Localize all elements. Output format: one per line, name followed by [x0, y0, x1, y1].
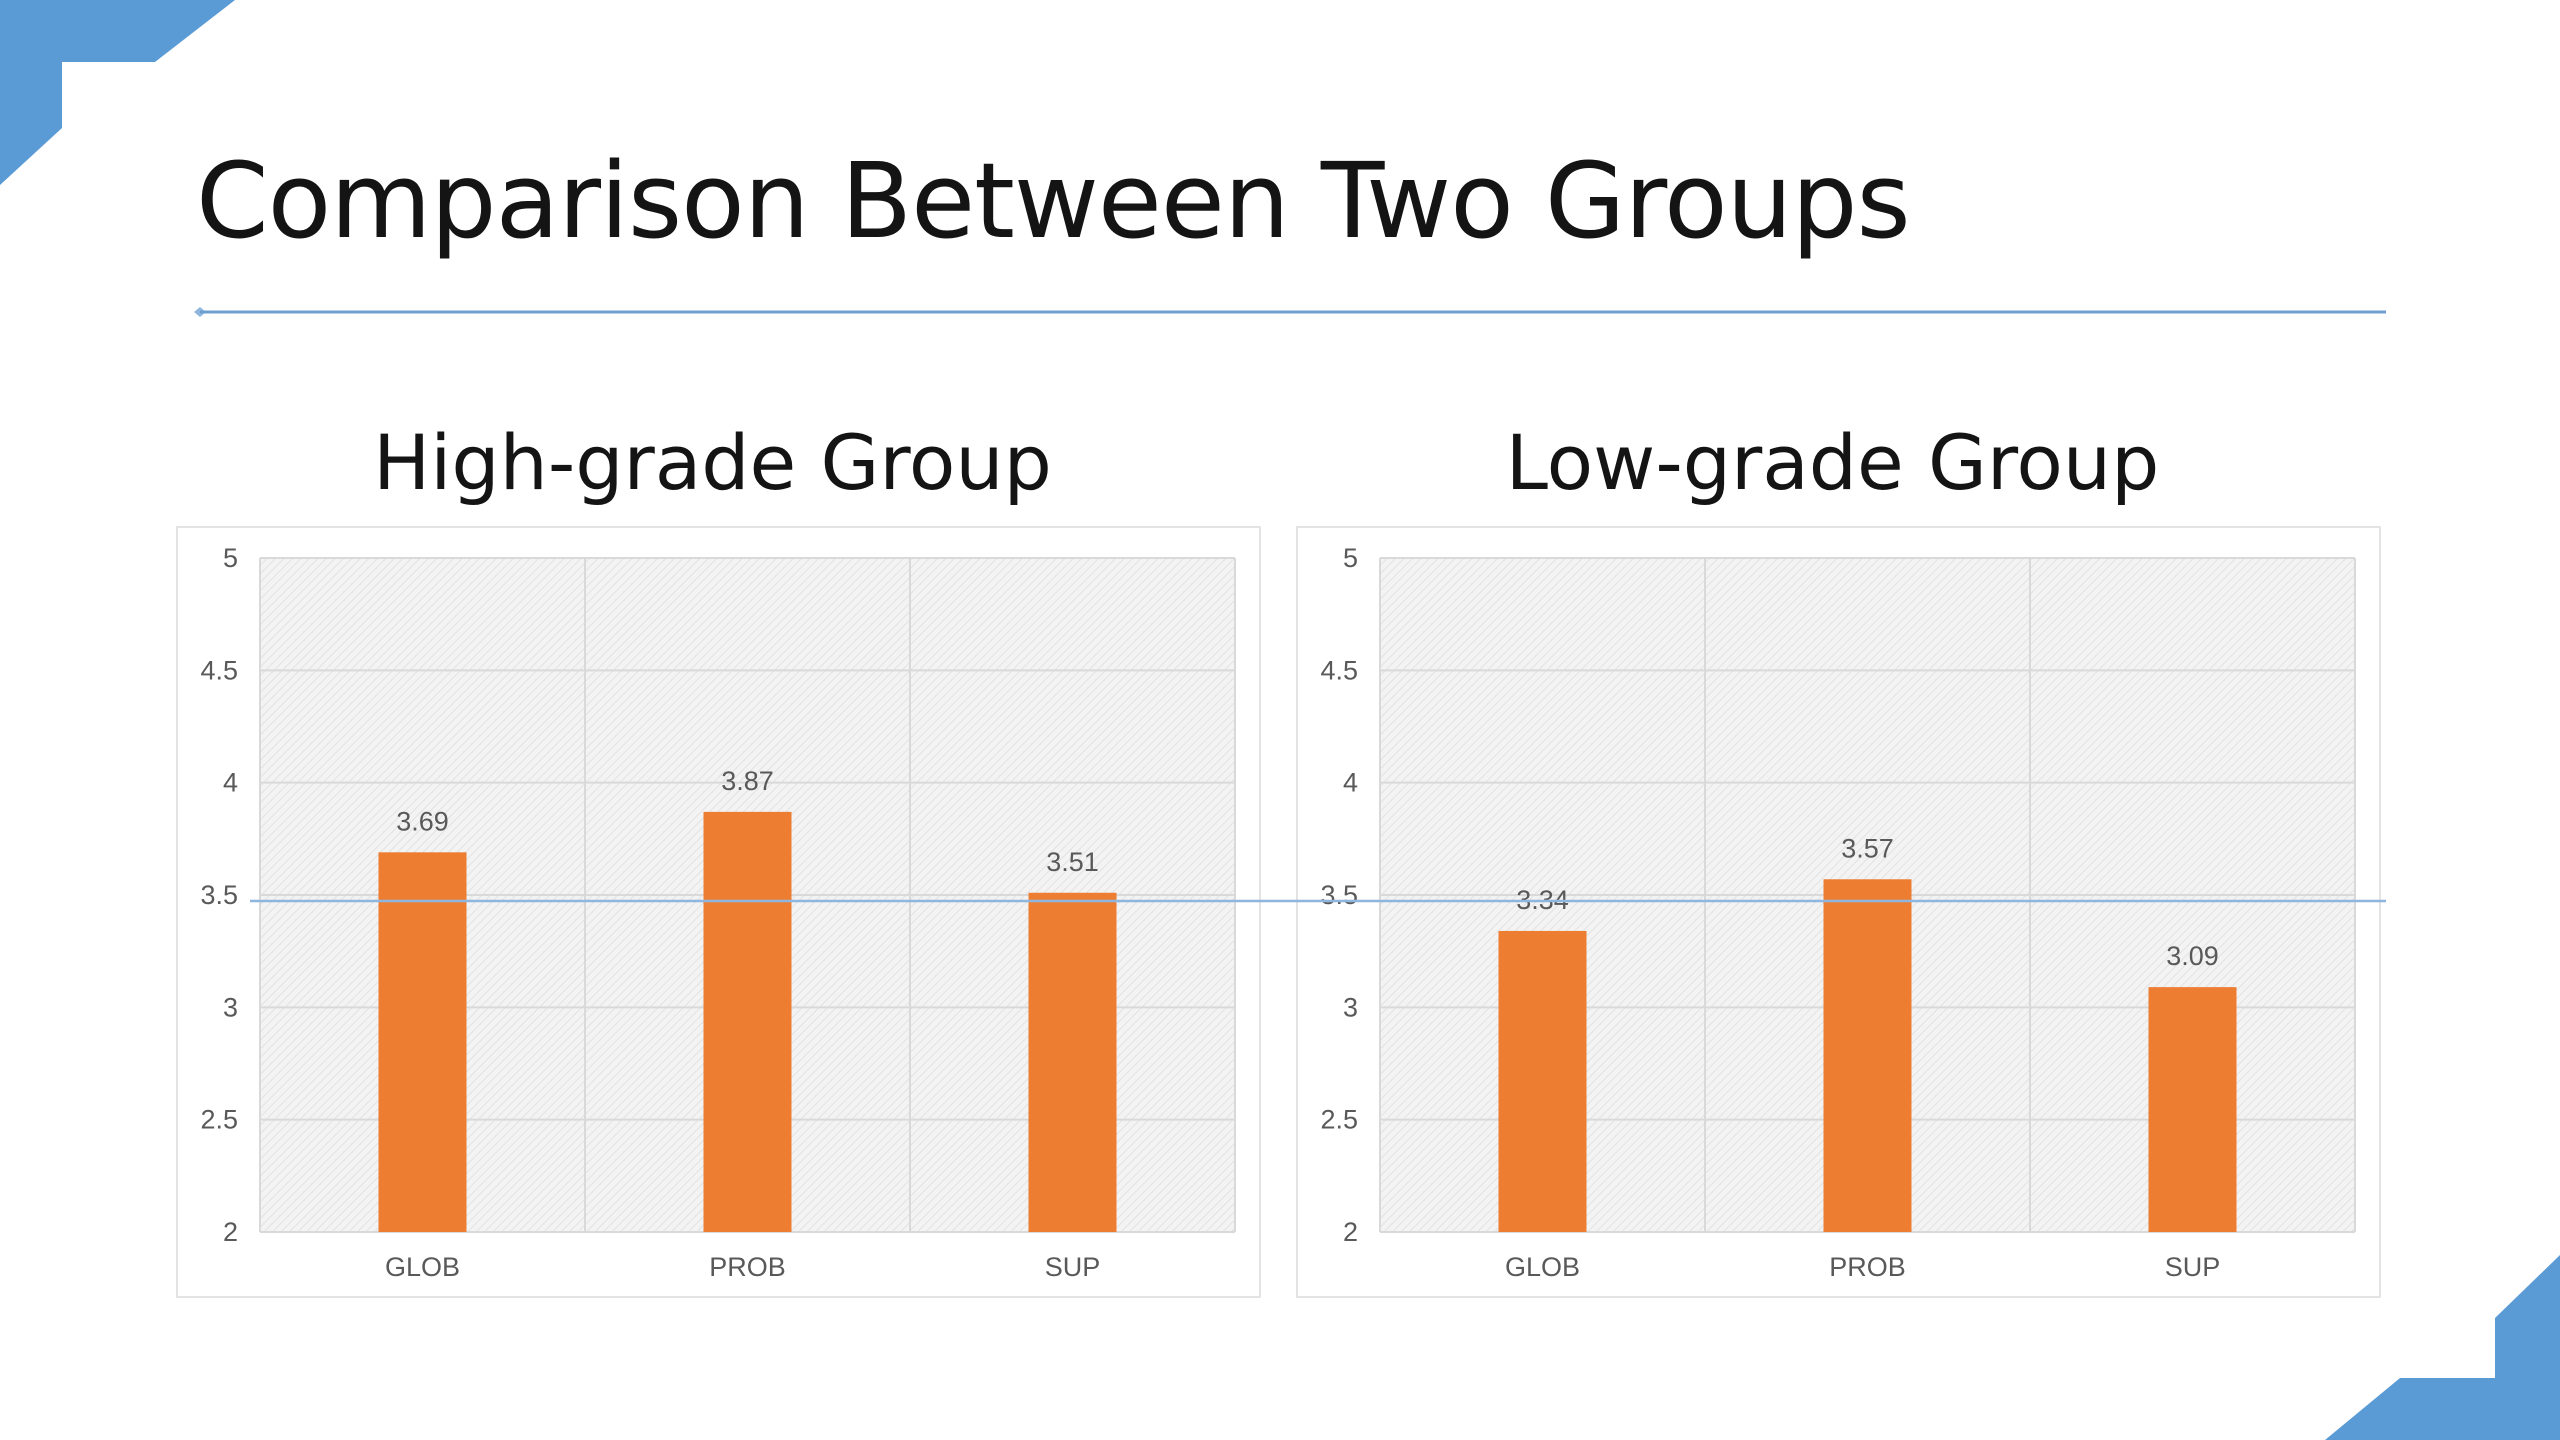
low-x-tick-label: SUP — [2165, 1252, 2221, 1282]
high-bar-sup — [1028, 892, 1117, 1232]
high-bar-prob — [703, 811, 792, 1232]
high-y-tick-label: 3 — [223, 992, 238, 1022]
low-y-tick-label: 5 — [1343, 543, 1358, 573]
high-y-tick-label: 3.5 — [200, 880, 238, 910]
high-y-tick-label: 2 — [223, 1217, 238, 1247]
high-y-tick-label: 2.5 — [200, 1105, 238, 1135]
low-data-label: 3.09 — [2166, 941, 2219, 971]
low-y-tick-label: 3 — [1343, 992, 1358, 1022]
low-grade-chart-title: Low-grade Group — [1505, 418, 2160, 507]
high-x-tick-label: GLOB — [385, 1252, 460, 1282]
high-grade-chart-plot: 5 4.5 4 3.5 3 2.5 2 3.69 GLOB 3.87 PROB 3.51 SUP — [200, 543, 1236, 1282]
low-bar-glob — [1498, 930, 1587, 1232]
bottom-right-corner-decoration — [2325, 1255, 2560, 1440]
low-bar-prob — [1823, 879, 1912, 1232]
title-divider — [194, 307, 2386, 317]
high-y-tick-label: 4 — [223, 768, 238, 798]
low-data-label: 3.57 — [1841, 833, 1894, 863]
low-y-tick-label: 3.5 — [1320, 880, 1358, 910]
reference-line — [250, 899, 2386, 903]
low-y-tick-label: 4.5 — [1320, 655, 1358, 685]
low-x-tick-label: GLOB — [1505, 1252, 1580, 1282]
low-y-tick-label: 2.5 — [1320, 1105, 1358, 1135]
high-grade-chart: 5 4.5 4 3.5 3 2.5 2 3.69 GLOB 3.87 PROB 3.51 SUP — [176, 526, 1261, 1298]
high-grade-chart-title: High-grade Group — [373, 418, 1052, 507]
high-data-label: 3.51 — [1046, 847, 1099, 877]
high-data-label: 3.87 — [721, 766, 774, 796]
high-data-label: 3.69 — [396, 806, 449, 836]
top-left-corner-decoration — [0, 0, 235, 185]
low-y-tick-label: 4 — [1343, 768, 1358, 798]
low-bar-sup — [2148, 987, 2237, 1232]
low-y-tick-label: 2 — [1343, 1217, 1358, 1247]
high-x-tick-label: PROB — [709, 1252, 786, 1282]
low-x-tick-label: PROB — [1829, 1252, 1906, 1282]
low-grade-chart: 5 4.5 4 3.5 3 2.5 2 3.34 GLOB 3.57 PROB 3.09 SUP — [1296, 526, 2381, 1298]
high-y-tick-label: 4.5 — [200, 655, 238, 685]
high-bar-glob — [378, 852, 467, 1232]
high-y-tick-label: 5 — [223, 543, 238, 573]
page-title: Comparison Between Two Groups — [196, 140, 1911, 262]
high-x-tick-label: SUP — [1045, 1252, 1101, 1282]
